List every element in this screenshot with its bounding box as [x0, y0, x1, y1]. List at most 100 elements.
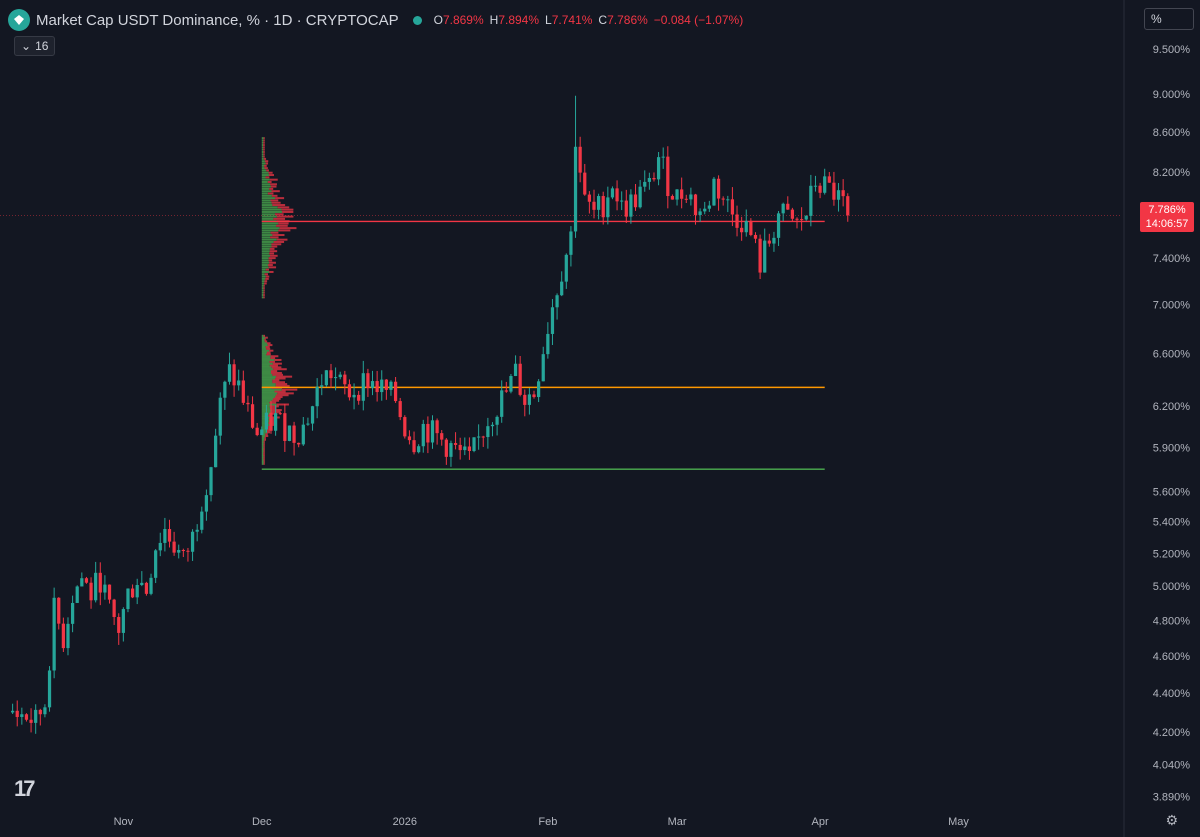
candle-body: [297, 442, 301, 445]
lower-profile-bar-down: [264, 436, 266, 439]
indicators-toggle-button[interactable]: ⌄ 16: [14, 36, 56, 56]
upper-profile-bar-up: [261, 236, 271, 239]
candle-body: [518, 363, 522, 395]
upper-profile-bar-up: [261, 167, 265, 170]
lower-profile-bar-up: [261, 427, 268, 430]
upper-profile-bar-up: [261, 266, 269, 269]
lower-profile-bar-up: [261, 455, 264, 458]
upper-profile-bar-down: [265, 275, 270, 278]
upper-profile-bar-up: [261, 282, 265, 285]
x-tick-label: Mar: [668, 816, 687, 828]
upper-profile-bar-down: [269, 270, 274, 273]
lower-profile-bar-down: [265, 345, 270, 348]
lower-profile-bar-down: [267, 431, 271, 434]
y-tick-label: 5.900%: [1153, 443, 1191, 455]
upper-profile-bar-up: [261, 224, 277, 227]
chart-header: Market Cap USDT Dominance, % · 1D · CRYP…: [8, 8, 743, 32]
upper-profile-bar-up: [261, 187, 270, 190]
lower-profile-bar-down: [274, 396, 283, 399]
candle-body: [800, 219, 804, 221]
y-tick-label: 3.890%: [1153, 791, 1191, 803]
candle-body: [89, 582, 93, 601]
low-label: L: [545, 13, 552, 27]
upper-profile-bar-up: [261, 174, 269, 177]
candle-body: [587, 194, 591, 202]
upper-profile-bar-up: [261, 275, 266, 278]
candle-body: [823, 176, 827, 193]
candle-body: [809, 185, 813, 216]
change-value: −0.084 (−1.07%): [653, 13, 744, 27]
upper-profile-bar-up: [261, 210, 283, 213]
lower-profile-bar-down: [271, 399, 280, 402]
lower-profile-bar-up: [261, 349, 270, 352]
tradingview-logo-icon[interactable]: 17: [14, 776, 36, 801]
lower-profile-bar-up: [261, 440, 264, 443]
upper-profile-bar-up: [261, 217, 274, 220]
lower-profile-bar-down: [273, 368, 287, 371]
candle-body: [163, 529, 167, 543]
upper-profile-bar-down: [276, 215, 294, 218]
candle-body: [661, 156, 665, 158]
candle-body: [693, 194, 698, 215]
candle-body: [232, 364, 236, 386]
candle-body: [537, 381, 541, 398]
upper-profile-bar-down: [267, 180, 272, 183]
candle-body: [47, 670, 52, 708]
candle-body: [472, 437, 476, 452]
lower-profile-bar-down: [263, 459, 265, 462]
settings-gear-icon[interactable]: ⚙: [1165, 812, 1178, 828]
upper-profile-bar-up: [261, 289, 264, 292]
upper-profile-bar-up: [261, 194, 272, 197]
lower-profile-bar-up: [261, 446, 264, 449]
upper-profile-bar-up: [261, 153, 264, 156]
lower-profile-bar-up: [261, 388, 282, 391]
candle-body: [384, 379, 388, 390]
lower-profile-bar-down: [263, 451, 265, 454]
y-tick-label: 8.200%: [1153, 167, 1191, 179]
lower-profile-bar-down: [266, 342, 271, 345]
lower-profile-bar-up: [261, 384, 276, 387]
candle-body: [250, 404, 255, 428]
candle-body: [703, 208, 707, 212]
lower-profile-bar-up: [261, 429, 267, 432]
upper-profile-bar-up: [261, 169, 267, 172]
lower-profile-bar-up: [261, 399, 272, 402]
candle-body: [417, 446, 421, 453]
candle-body: [158, 542, 162, 551]
lower-profile-bar-down: [263, 462, 265, 465]
candle-body: [274, 413, 278, 431]
upper-profile-bar-up: [261, 190, 272, 193]
upper-profile-bar-up: [261, 270, 270, 273]
candle-body: [781, 203, 785, 214]
price-scale-button[interactable]: %: [1144, 8, 1194, 30]
upper-profile-bar-down: [263, 291, 265, 294]
lower-profile-bar-down: [272, 381, 286, 384]
candle-body: [209, 467, 213, 496]
candle-body: [827, 176, 831, 183]
y-tick-label: 4.800%: [1153, 615, 1191, 627]
upper-profile-bar-down: [263, 155, 265, 158]
lower-profile-bar-up: [261, 396, 275, 399]
candle-body: [675, 189, 679, 200]
lower-profile-bar-down: [269, 423, 276, 426]
upper-profile-bar-down: [263, 294, 265, 297]
lower-profile-bar-up: [261, 383, 276, 386]
lower-profile-bar-up: [261, 358, 275, 361]
candle-body: [310, 406, 315, 424]
candle-body: [154, 550, 158, 578]
candle-body: [283, 413, 287, 441]
upper-profile-bar-up: [261, 146, 264, 149]
lower-profile-bar-down: [275, 384, 290, 387]
upper-profile-bar-up: [261, 164, 265, 167]
lower-profile-bar-up: [261, 425, 267, 428]
upper-profile-bar-down: [272, 204, 286, 207]
symbol-title[interactable]: Market Cap USDT Dominance, % · 1D · CRYP…: [36, 11, 399, 29]
candle-body: [66, 623, 70, 649]
lower-profile-bar-up: [261, 405, 270, 408]
candle-body: [227, 364, 232, 382]
y-tick-label: 5.200%: [1153, 548, 1191, 560]
upper-profile-bar-down: [271, 243, 282, 246]
candle-body: [684, 198, 688, 200]
candle-body: [555, 295, 559, 308]
